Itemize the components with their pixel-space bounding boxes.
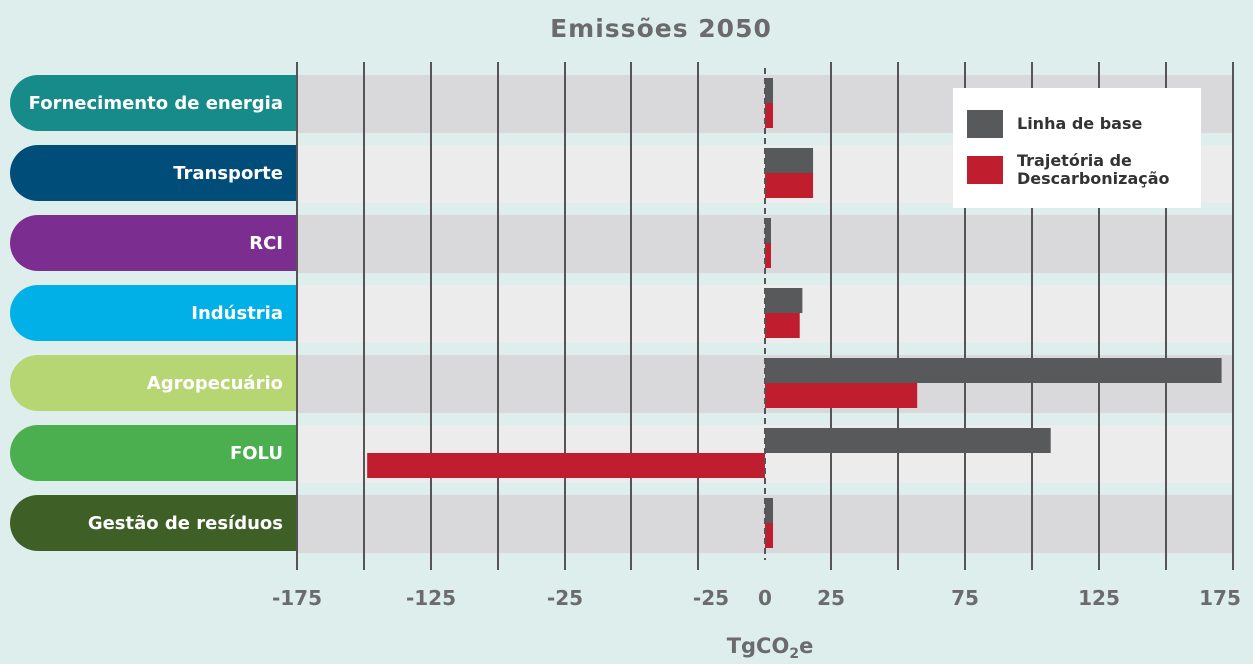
x-tick-label: 125 xyxy=(1078,586,1120,610)
x-tick-label: -125 xyxy=(405,586,457,610)
bar-baseline xyxy=(765,428,1051,453)
bar-decarbonization xyxy=(765,173,814,198)
category-label: Agropecuário xyxy=(10,355,296,411)
x-tick-label: 25 xyxy=(817,586,845,610)
legend-swatch-baseline xyxy=(967,110,1003,138)
x-tick-label: 175 xyxy=(1199,586,1241,610)
legend-item-baseline: Linha de base xyxy=(967,110,1142,138)
x-tick-label: -25 xyxy=(692,586,730,610)
bar-decarbonization xyxy=(765,523,774,548)
chart-title: Emissões 2050 xyxy=(550,14,772,43)
category-label: Fornecimento de energia xyxy=(10,75,296,131)
legend-swatch-decarbonization xyxy=(967,156,1003,184)
bar-decarbonization xyxy=(765,103,774,128)
category-label: Transporte xyxy=(10,145,296,201)
x-tick-label: 0 xyxy=(758,586,772,610)
bar-decarbonization xyxy=(765,243,771,268)
category-label: Indústria xyxy=(10,285,296,341)
x-tick-label: 75 xyxy=(951,586,979,610)
legend-item-decarbonization: Trajetória de Descarbonização xyxy=(967,151,1170,188)
bar-baseline xyxy=(765,218,771,243)
category-label: RCI xyxy=(10,215,296,271)
x-axis-label-main: TgCO xyxy=(726,634,790,658)
x-axis-label-subscript: 2 xyxy=(789,646,800,663)
bar-decarbonization xyxy=(765,383,918,408)
x-axis-label: TgCO2e xyxy=(720,634,820,662)
bar-baseline xyxy=(765,358,1222,383)
legend-label-baseline: Linha de base xyxy=(1017,114,1143,133)
legend: Linha de base Trajetória de Descarboniza… xyxy=(953,88,1201,208)
legend-label-decarbonization: Trajetória de Descarbonização xyxy=(1017,151,1170,188)
bar-baseline xyxy=(765,288,803,313)
bar-decarbonization xyxy=(765,313,800,338)
bar-decarbonization xyxy=(367,453,765,478)
bar-baseline xyxy=(765,78,774,103)
x-tick-label: -25 xyxy=(546,586,584,610)
category-label: FOLU xyxy=(10,425,296,481)
x-tick-label: -175 xyxy=(271,586,323,610)
bar-baseline xyxy=(765,498,774,523)
category-label: Gestão de resíduos xyxy=(10,495,296,551)
bar-baseline xyxy=(765,148,814,173)
x-axis-label-suffix: e xyxy=(799,634,814,658)
